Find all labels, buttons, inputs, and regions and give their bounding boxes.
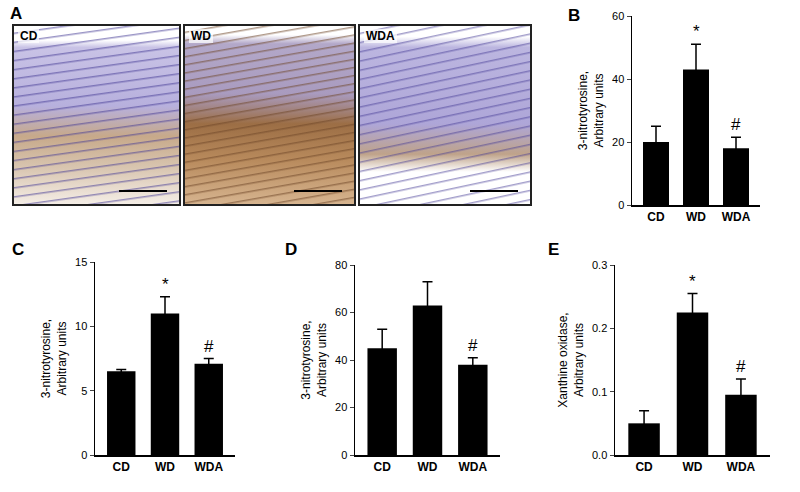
svg-text:0: 0 [618,199,624,211]
svg-text:#: # [731,115,741,134]
svg-text:60: 60 [612,10,624,22]
svg-text:20: 20 [335,401,347,413]
svg-text:CD: CD [113,460,131,474]
svg-text:10: 10 [75,320,87,332]
svg-text:#: # [204,337,214,356]
svg-text:WD: WD [155,460,175,474]
svg-text:3-nitrotyrosine,Arbitrary unit: 3-nitrotyrosine,Arbitrary units [299,320,329,399]
svg-text:20: 20 [612,136,624,148]
svg-text:WDA: WDA [722,210,751,224]
html-text:WD: WD [191,29,211,43]
svg-text:3-nitrotyrosine,Arbitrary unit: 3-nitrotyrosine,Arbitrary units [39,319,69,398]
html-text:WDA: WDA [366,29,395,43]
svg-text:3-nitrotyrosine,Arbitrary unit: 3-nitrotyrosine,Arbitrary units [576,71,606,150]
svg-text:Xanthine oxidase,Arbitrary uni: Xanthine oxidase,Arbitrary units [556,312,586,407]
svg-text:B: B [568,6,580,25]
svg-text:0: 0 [341,449,347,461]
svg-text:WD: WD [418,460,438,474]
svg-text:*: * [693,22,700,41]
svg-text:*: * [162,275,169,294]
svg-text:WDA: WDA [194,460,223,474]
svg-text:E: E [548,240,559,259]
svg-text:WD: WD [683,460,703,474]
svg-text:40: 40 [335,354,347,366]
svg-text:0: 0 [81,449,87,461]
svg-text:WDA: WDA [458,460,487,474]
svg-text:#: # [468,336,478,355]
svg-text:#: # [736,357,746,376]
svg-text:D: D [285,240,297,259]
svg-text:WDA: WDA [727,460,756,474]
svg-text:CD: CD [635,460,653,474]
svg-text:C: C [12,240,24,259]
svg-text:0.0: 0.0 [592,449,607,461]
svg-text:40: 40 [612,73,624,85]
svg-text:80: 80 [335,259,347,271]
svg-text:0.1: 0.1 [592,386,607,398]
svg-text:60: 60 [335,306,347,318]
svg-text:CD: CD [647,210,665,224]
html-text:CD: CD [20,29,38,43]
svg-text:WD: WD [686,210,706,224]
svg-text:*: * [689,272,696,291]
svg-text:CD: CD [374,460,392,474]
svg-text:0.3: 0.3 [592,259,607,271]
svg-text:0.2: 0.2 [592,322,607,334]
html-text:A: A [10,4,23,23]
svg-text:15: 15 [75,256,87,268]
svg-text:5: 5 [81,385,87,397]
